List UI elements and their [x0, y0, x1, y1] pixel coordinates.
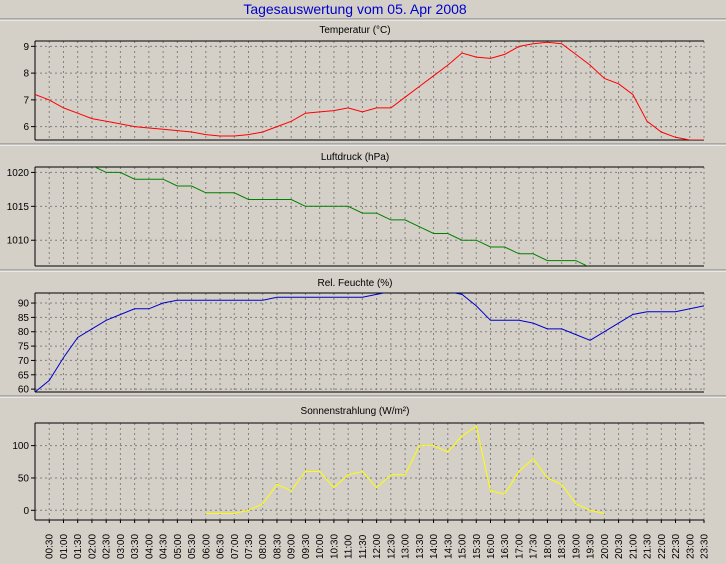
x-tick-label: 07:30 [244, 534, 255, 559]
x-tick-label: 06:00 [201, 534, 212, 559]
x-tick-label: 03:30 [130, 534, 141, 559]
y-tick-label: 60 [18, 385, 30, 396]
x-tick-label: 05:30 [187, 534, 198, 559]
x-tick-label: 11:00 [344, 534, 355, 559]
x-tick-label: 17:00 [514, 534, 525, 559]
y-tick-label: 80 [18, 327, 30, 338]
y-tick-label: 65 [18, 370, 30, 381]
x-tick-label: 02:00 [87, 534, 98, 559]
x-tick-label: 20:00 [600, 534, 611, 559]
x-tick-label: 14:30 [443, 534, 454, 559]
x-tick-label: 23:30 [700, 534, 711, 559]
x-tick-label: 07:00 [230, 534, 241, 559]
x-tick-label: 11:30 [358, 534, 369, 559]
x-tick-label: 03:00 [116, 534, 127, 559]
chart-panel: Luftdruck (hPa) 1010 1015 1020 [0, 143, 726, 267]
x-tick-label: 22:30 [671, 534, 682, 559]
y-tick-label: 0 [23, 506, 29, 517]
x-tick-label: 08:00 [258, 534, 269, 559]
x-tick-label: 09:00 [287, 534, 298, 559]
y-tick-label: 1010 [7, 236, 30, 247]
y-tick-label: 85 [18, 313, 30, 324]
x-tick-label: 09:30 [301, 534, 312, 559]
x-tick-label: 17:30 [529, 534, 540, 559]
x-tick-label: 05:00 [173, 534, 184, 559]
x-tick-label: 08:30 [272, 534, 283, 559]
x-tick-label: 02:30 [102, 534, 113, 559]
y-tick-label: 70 [18, 356, 30, 367]
x-tick-label: 15:00 [458, 534, 469, 559]
x-tick-label: 01:00 [59, 534, 70, 559]
x-tick-label: 13:00 [401, 534, 412, 559]
y-tick-label: 100 [12, 441, 29, 452]
x-tick-label: 18:30 [557, 534, 568, 559]
y-tick-label: 1015 [7, 202, 30, 213]
y-tick-label: 1020 [7, 168, 30, 179]
y-tick-label: 9 [23, 42, 29, 53]
x-tick-label: 21:30 [643, 534, 654, 559]
panel-title: Temperatur (°C) [319, 25, 390, 36]
chart-panels: Temperatur (°C) 6 7 8 9 Luftdruck (hPa) 1010 10… [0, 18, 726, 521]
series-line [205, 425, 605, 514]
x-tick-label: 04:00 [144, 534, 155, 559]
x-tick-label: 16:30 [500, 534, 511, 559]
y-tick-label: 90 [18, 299, 30, 310]
series-line [93, 167, 589, 266]
x-tick-label: 04:30 [159, 534, 170, 559]
x-tick-label: 21:00 [628, 534, 639, 559]
y-tick-label: 7 [23, 95, 29, 106]
x-tick-label: 13:30 [415, 534, 426, 559]
x-tick-label: 12:30 [386, 534, 397, 559]
panel-title: Rel. Feuchte (%) [317, 278, 392, 289]
y-tick-label: 8 [23, 69, 29, 80]
x-tick-label: 16:00 [486, 534, 497, 559]
x-tick-label: 23:00 [685, 534, 696, 559]
main-title: Tagesauswertung vom 05. Apr 2008 [243, 1, 467, 17]
series-line [35, 41, 704, 140]
chart-panel: Sonnenstrahlung (W/m²) 0 50 100 [0, 395, 726, 521]
x-tick-label: 12:00 [372, 534, 383, 559]
x-tick-label: 20:30 [614, 534, 625, 559]
time-axis: 00:30 01:00 01:30 02:00 02:30 03:00 03:30 04:00… [45, 520, 711, 559]
x-tick-label: 14:00 [429, 534, 440, 559]
x-tick-label: 06:30 [216, 534, 227, 559]
x-tick-label: 15:30 [472, 534, 483, 559]
x-tick-label: 18:00 [543, 534, 554, 559]
y-tick-label: 6 [23, 122, 29, 133]
y-tick-label: 50 [18, 473, 30, 484]
x-tick-label: 01:30 [73, 534, 84, 559]
x-tick-label: 19:30 [586, 534, 597, 559]
panel-title: Luftdruck (hPa) [321, 152, 389, 163]
x-tick-label: 22:00 [657, 534, 668, 559]
x-tick-label: 10:00 [315, 534, 326, 559]
x-tick-label: 10:30 [329, 534, 340, 559]
series-line [35, 293, 704, 392]
x-tick-label: 19:00 [571, 534, 582, 559]
chart-panel: Rel. Feuchte (%) 60 65 70 75 80 85 90 [0, 269, 726, 396]
y-tick-label: 75 [18, 342, 30, 353]
chart-panel: Temperatur (°C) 6 7 8 9 [0, 18, 726, 141]
panel-title: Sonnenstrahlung (W/m²) [301, 406, 410, 417]
x-tick-label: 00:30 [45, 534, 56, 559]
